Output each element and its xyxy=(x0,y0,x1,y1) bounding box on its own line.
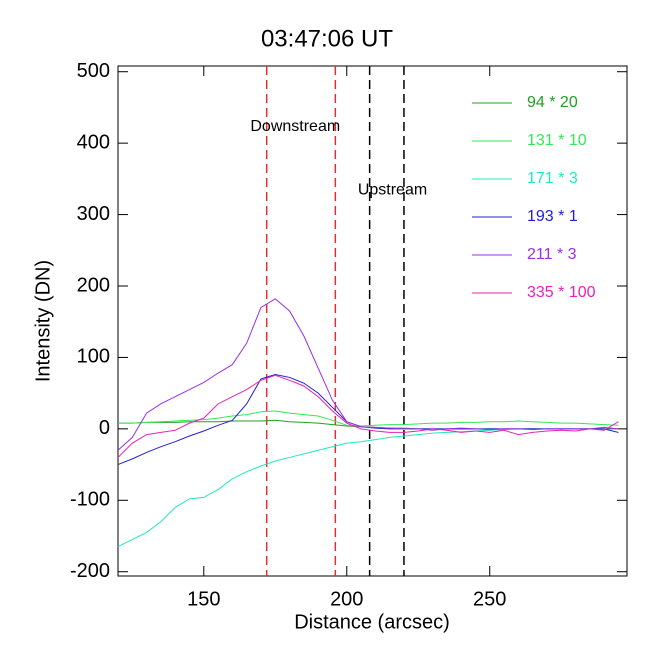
annotation: Downstream xyxy=(250,118,340,135)
y-tick-label: 100 xyxy=(77,346,110,368)
y-tick-label: 200 xyxy=(77,274,110,296)
x-tick-label: 250 xyxy=(473,588,506,610)
legend-label: 211 * 3 xyxy=(527,246,577,263)
x-axis-label: Distance (arcsec) xyxy=(294,611,450,633)
y-tick-label: 300 xyxy=(77,203,110,225)
series-line xyxy=(118,410,619,427)
legend-label: 193 * 1 xyxy=(527,208,578,225)
legend-label: 335 * 100 xyxy=(527,284,596,301)
legend-label: 94 * 20 xyxy=(527,94,578,111)
legend-label: 131 * 10 xyxy=(527,132,587,149)
y-axis-label: Intensity (DN) xyxy=(32,260,54,382)
series-line xyxy=(117,374,619,458)
y-tick-label: 0 xyxy=(99,417,110,439)
y-tick-label: 500 xyxy=(77,60,110,82)
plot-frame xyxy=(117,65,628,577)
y-tick-label: -200 xyxy=(70,560,110,582)
legend-label: 171 * 3 xyxy=(527,170,578,187)
series-line xyxy=(117,298,619,451)
y-tick-label: -100 xyxy=(70,489,110,511)
x-tick-label: 150 xyxy=(187,588,220,610)
chart-title: 03:47:06 UT xyxy=(261,25,393,52)
y-tick-label: 400 xyxy=(77,131,110,153)
series-line xyxy=(117,428,619,548)
annotation: Upstream xyxy=(358,182,427,199)
x-tick-label: 200 xyxy=(330,588,363,610)
